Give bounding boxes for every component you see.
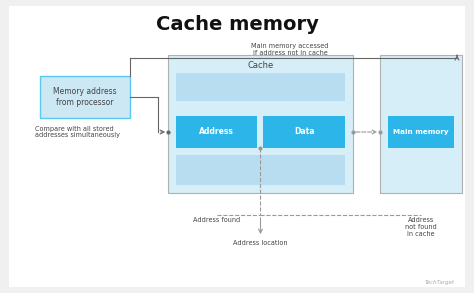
FancyBboxPatch shape bbox=[388, 116, 454, 148]
FancyBboxPatch shape bbox=[176, 116, 257, 148]
FancyBboxPatch shape bbox=[176, 155, 345, 185]
Text: Memory address
from processor: Memory address from processor bbox=[53, 87, 117, 107]
FancyBboxPatch shape bbox=[176, 73, 345, 101]
Text: Address: Address bbox=[199, 127, 234, 137]
Text: Address found: Address found bbox=[193, 217, 240, 223]
FancyBboxPatch shape bbox=[168, 55, 353, 193]
Text: Compare with all stored
addresses simultaneously: Compare with all stored addresses simult… bbox=[35, 125, 120, 139]
FancyBboxPatch shape bbox=[380, 55, 462, 193]
Text: Data: Data bbox=[294, 127, 315, 137]
Text: Main memory accessed
if address not in cache: Main memory accessed if address not in c… bbox=[251, 43, 329, 56]
FancyBboxPatch shape bbox=[40, 76, 130, 118]
Text: Cache: Cache bbox=[247, 60, 273, 69]
Text: TechTarget: TechTarget bbox=[425, 280, 455, 285]
Text: Address location: Address location bbox=[233, 240, 288, 246]
Text: Cache memory: Cache memory bbox=[155, 16, 319, 35]
Text: Main memory: Main memory bbox=[393, 129, 449, 135]
FancyBboxPatch shape bbox=[264, 116, 345, 148]
Text: Address
not found
in cache: Address not found in cache bbox=[405, 217, 437, 237]
